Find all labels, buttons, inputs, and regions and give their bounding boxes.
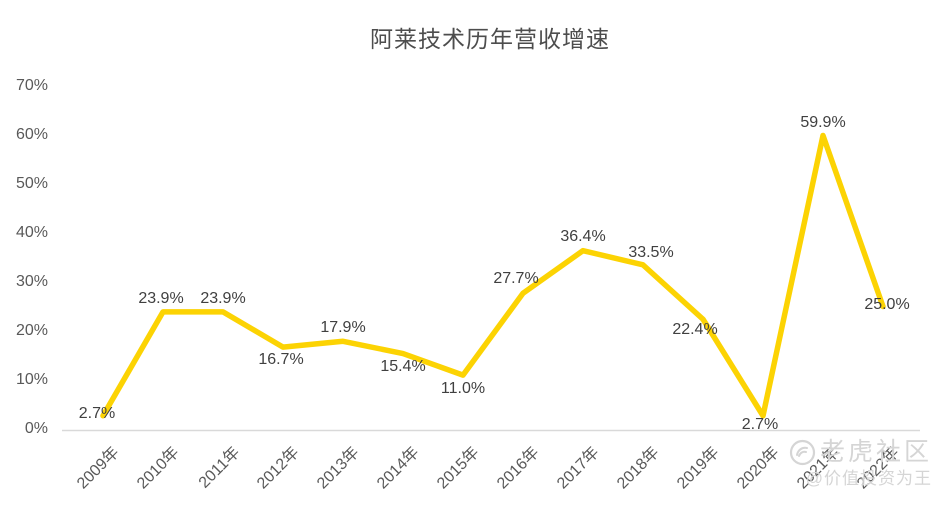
data-label: 33.5% xyxy=(628,243,674,261)
data-label: 16.7% xyxy=(258,351,304,369)
data-label: 22.4% xyxy=(672,321,718,339)
data-label: 23.9% xyxy=(200,289,246,307)
data-label: 17.9% xyxy=(320,319,366,337)
y-tick-label: 60% xyxy=(15,126,48,143)
data-label: 11.0% xyxy=(440,380,486,398)
data-label: 36.4% xyxy=(560,227,606,245)
data-label: 15.4% xyxy=(380,357,426,375)
chart-title: 阿莱技术历年营收增速 xyxy=(370,26,610,52)
data-label: 59.9% xyxy=(800,114,846,132)
data-label: 25.0% xyxy=(864,295,910,313)
y-tick-label: 0% xyxy=(24,420,48,437)
data-label: 2.7% xyxy=(741,415,779,433)
y-tick-label: 10% xyxy=(15,371,48,388)
y-tick-label: 20% xyxy=(15,322,48,339)
y-tick-label: 40% xyxy=(15,224,48,241)
revenue-growth-line xyxy=(100,132,886,419)
data-label: 23.9% xyxy=(138,289,184,307)
y-tick-label: 50% xyxy=(15,175,48,192)
y-tick-label: 70% xyxy=(15,77,48,94)
y-tick-label: 30% xyxy=(15,273,48,290)
data-label: 2.7% xyxy=(78,404,116,422)
data-label: 27.7% xyxy=(493,270,539,288)
